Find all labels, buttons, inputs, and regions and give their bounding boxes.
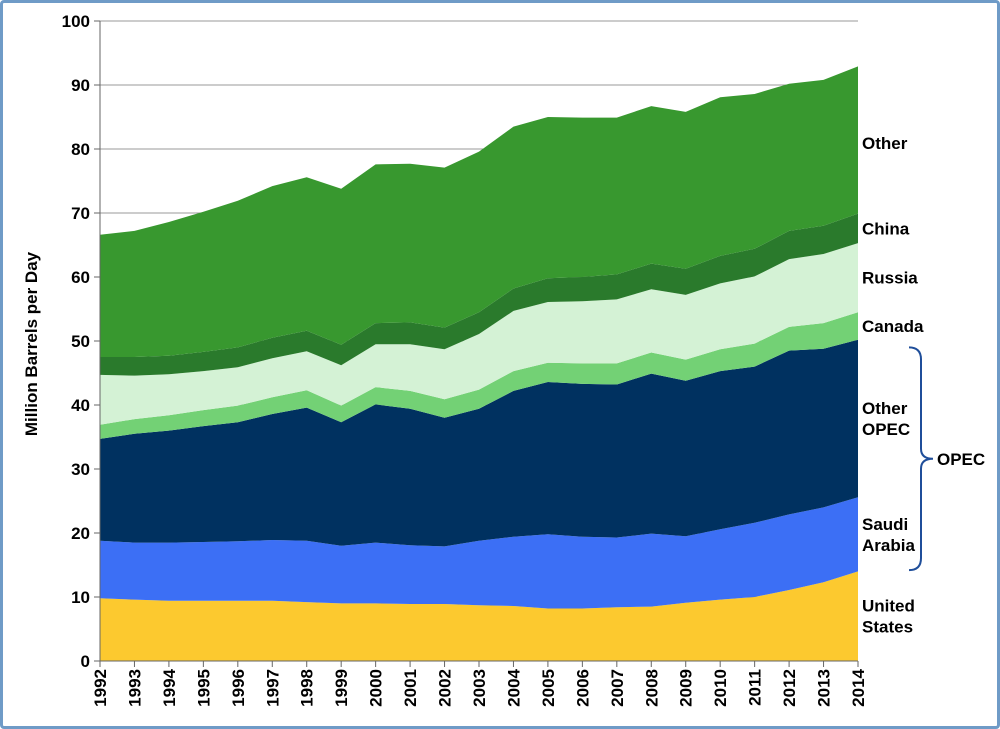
x-tick-label-1999: 1999 (332, 669, 351, 707)
y-tick-label-40: 40 (71, 396, 90, 415)
label-russia: Russia (862, 269, 918, 288)
x-tick-label-2008: 2008 (642, 669, 661, 707)
y-tick-label-50: 50 (71, 332, 90, 351)
area-series (100, 66, 858, 661)
x-tick-label-1998: 1998 (298, 669, 317, 707)
label-other-opec-line2: OPEC (862, 420, 910, 439)
y-tick-label-0: 0 (81, 652, 90, 671)
x-tick-label-2005: 2005 (539, 669, 558, 707)
y-tick-label-20: 20 (71, 524, 90, 543)
area-united-states (100, 571, 858, 661)
area-canada (100, 312, 858, 439)
x-tick-label-2000: 2000 (367, 669, 386, 707)
x-tick-label-2010: 2010 (711, 669, 730, 707)
y-tick-label-70: 70 (71, 204, 90, 223)
y-tick-label-10: 10 (71, 588, 90, 607)
x-tick-label-2014: 2014 (849, 668, 868, 706)
area-other (100, 66, 858, 358)
label-other: Other (862, 134, 908, 153)
x-tick-labels: 1992 1993 1994 1995 1996 1997 1998 1999 2000 2001… (91, 668, 868, 706)
label-saudi-arabia-line2: Arabia (862, 536, 915, 555)
y-tick-label-30: 30 (71, 460, 90, 479)
y-tick-label-80: 80 (71, 140, 90, 159)
bracket-shape (908, 346, 934, 572)
label-united-states-line1: United (862, 597, 915, 616)
x-tick-label-1995: 1995 (194, 669, 213, 707)
x-tick-label-1993: 1993 (125, 669, 144, 707)
x-tick-label-2006: 2006 (573, 669, 592, 707)
label-united-states-line2: States (862, 618, 913, 637)
x-tick-label-2009: 2009 (677, 669, 696, 707)
y-tick-labels: 0 10 20 30 40 50 60 70 80 90 100 (62, 12, 90, 671)
y-tick-label-90: 90 (71, 76, 90, 95)
x-tick-label-1997: 1997 (263, 669, 282, 707)
axes (94, 20, 859, 667)
area-china (100, 213, 858, 376)
label-china: China (862, 219, 910, 238)
y-tick-label-60: 60 (71, 268, 90, 287)
x-tick-label-1996: 1996 (229, 669, 248, 707)
y-tick-label-100: 100 (62, 12, 90, 31)
x-tick-label-2011: 2011 (746, 669, 765, 706)
label-saudi-arabia-line1: Saudi (862, 515, 908, 534)
label-other-opec-line1: Other (862, 399, 908, 418)
x-tick-label-2007: 2007 (608, 669, 627, 707)
x-tick-label-1992: 1992 (91, 669, 110, 707)
y-axis-label: Million Barrels per Day (22, 251, 41, 436)
x-tick-label-2002: 2002 (436, 669, 455, 707)
x-tick-label-1994: 1994 (160, 668, 179, 706)
x-tick-label-2012: 2012 (780, 669, 799, 707)
x-tick-label-2013: 2013 (815, 669, 834, 707)
x-tick-label-2001: 2001 (401, 669, 420, 707)
area-russia (100, 243, 858, 425)
area-saudi-arabia (100, 497, 858, 609)
label-opec: OPEC (937, 450, 985, 469)
series-labels: United States Saudi Arabia Other OPEC Canada Ru… (862, 134, 924, 636)
opec-bracket: OPEC (908, 346, 985, 572)
x-tick-label-2003: 2003 (470, 669, 489, 707)
area-other-opec (100, 339, 858, 547)
label-canada: Canada (862, 317, 924, 336)
x-tick-label-2004: 2004 (504, 668, 523, 706)
